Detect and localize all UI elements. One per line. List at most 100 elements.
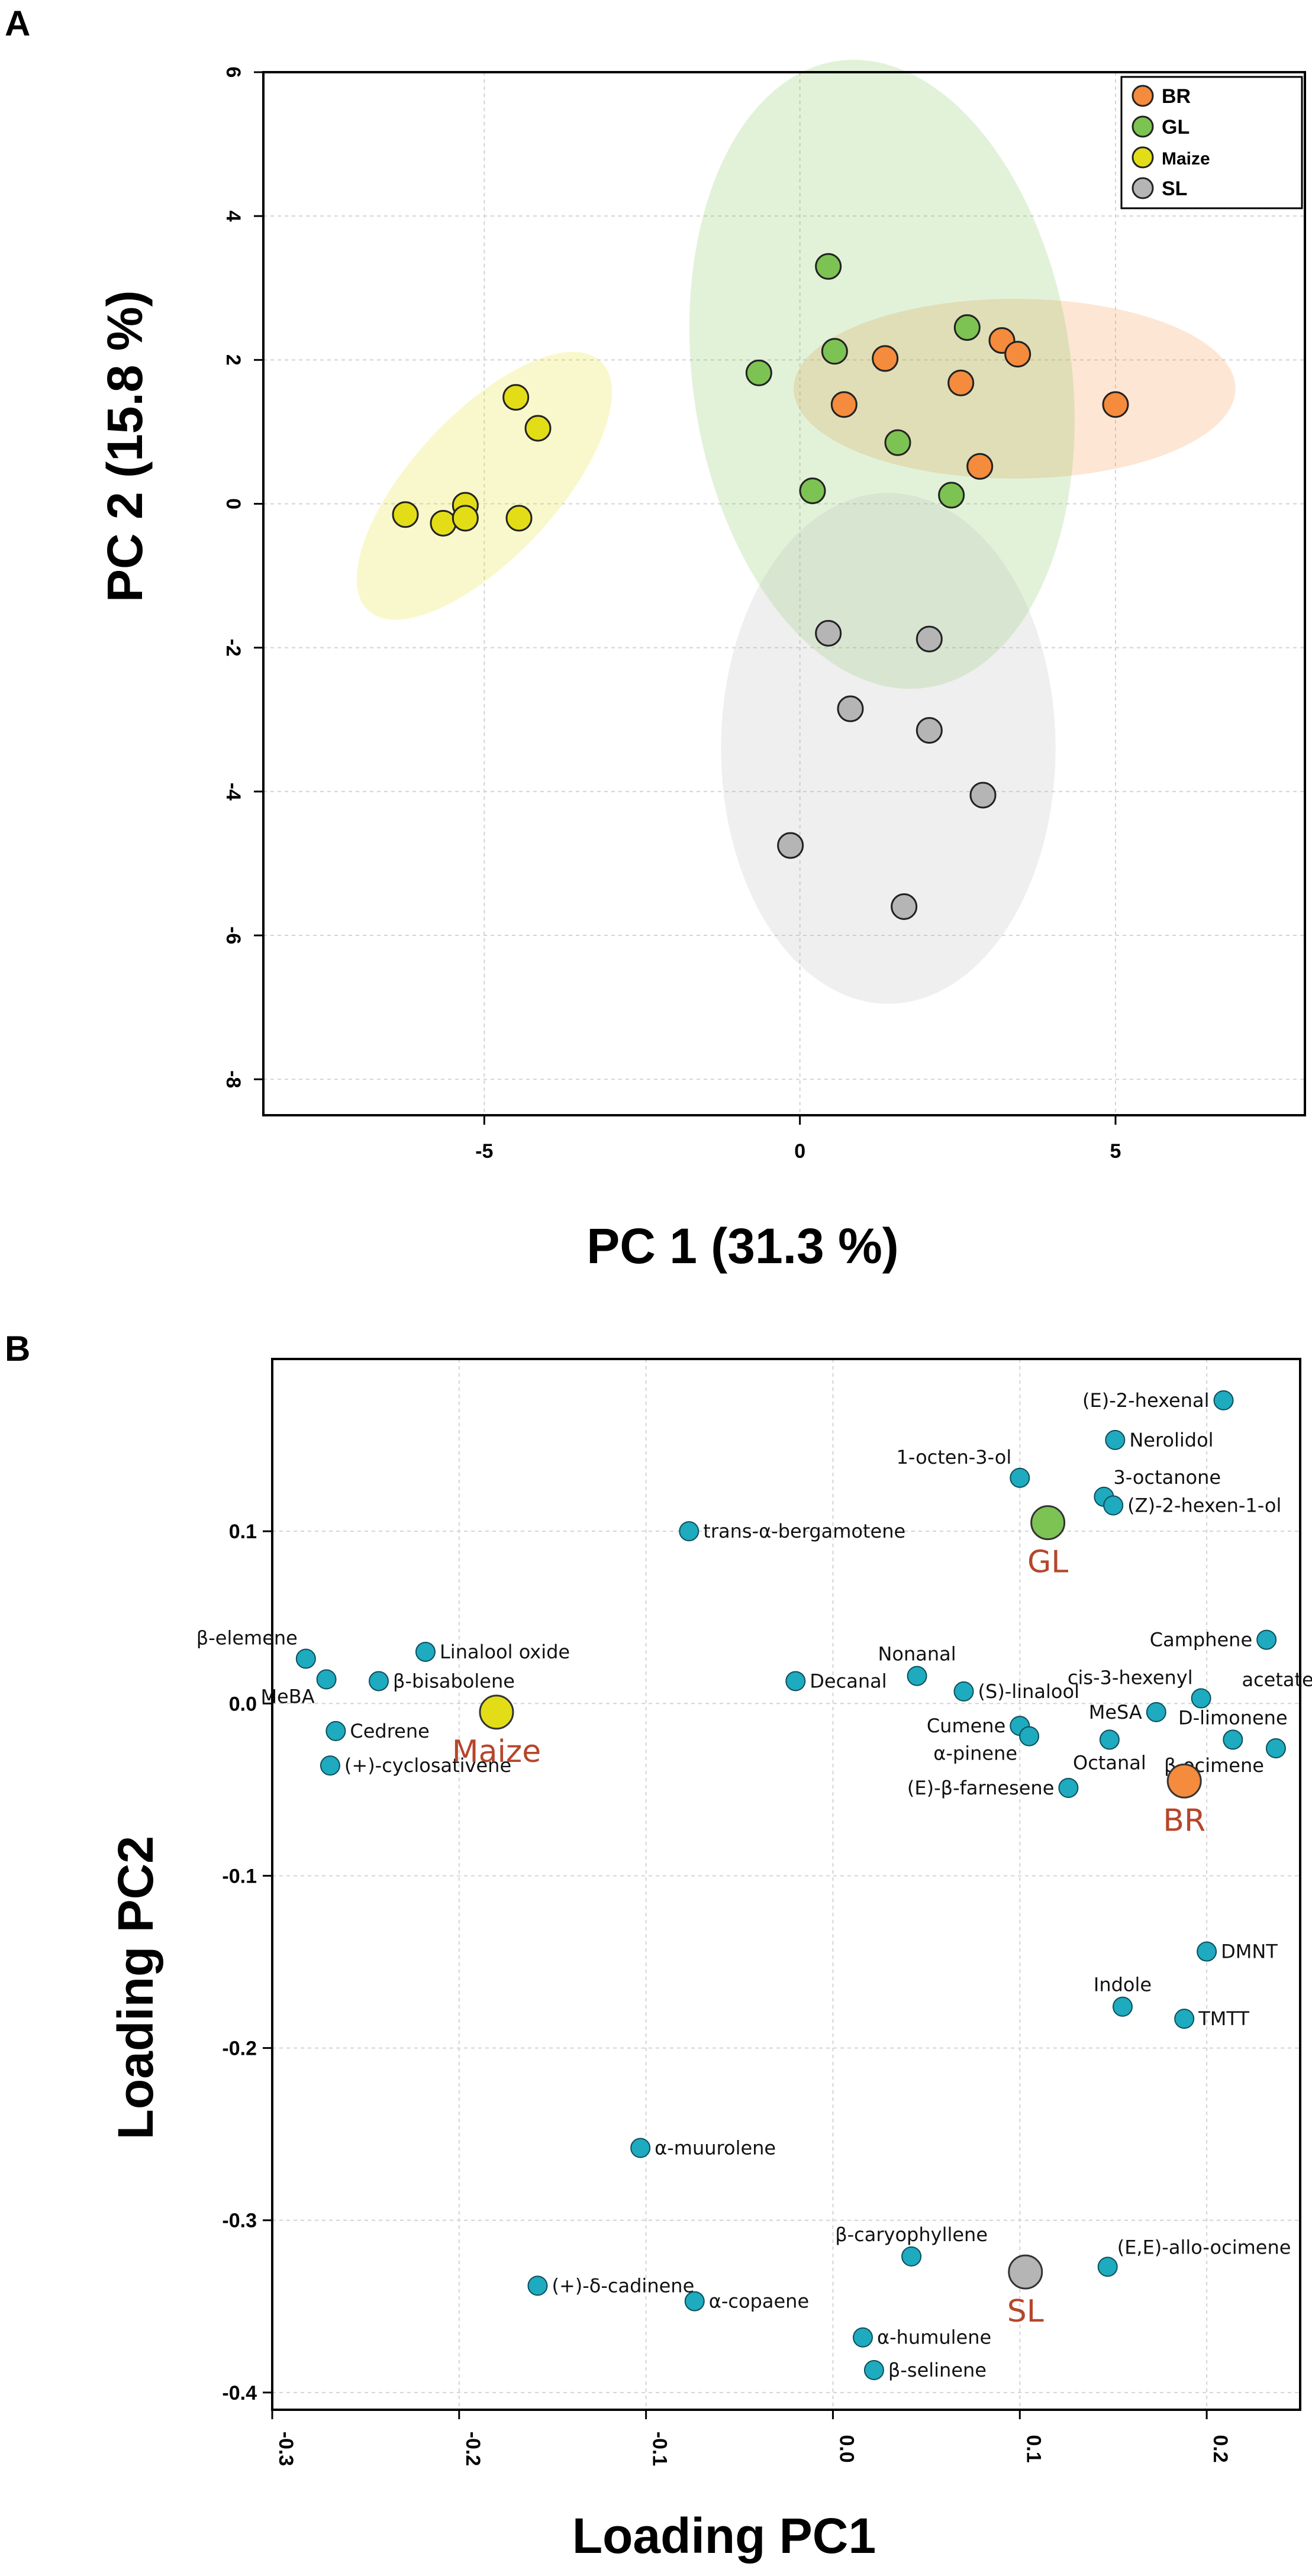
loading-point — [907, 1665, 927, 1686]
score-point-br — [1102, 391, 1129, 418]
legend-marker-maize — [1132, 146, 1154, 169]
score-point-maize — [524, 415, 552, 442]
y-tick-label: 0.0 — [229, 1693, 257, 1715]
x-tick-label: 0 — [794, 1140, 805, 1163]
y-tick-label: -8 — [222, 1070, 244, 1088]
loading-point — [953, 1681, 974, 1702]
loading-label: acetate — [1242, 1668, 1312, 1691]
group-marker-br — [1166, 1763, 1202, 1799]
loading-label: trans-α-bergamotene — [703, 1520, 905, 1542]
loading-label: Octanal — [1073, 1751, 1146, 1774]
score-point-maize — [505, 505, 533, 532]
x-axis-title: Loading PC1 — [572, 2508, 876, 2564]
loading-point — [1223, 1729, 1243, 1750]
score-point-maize — [430, 509, 457, 537]
group-marker-gl — [1030, 1505, 1066, 1541]
score-point-br — [872, 345, 899, 372]
loading-label: (E)-2-hexenal — [1082, 1389, 1209, 1412]
loading-point — [325, 1720, 346, 1741]
loading-label: α-humulene — [877, 2326, 991, 2349]
y-tick-label: -0.3 — [222, 2210, 257, 2232]
loading-label: Nonanal — [878, 1643, 956, 1665]
x-axis-title: PC 1 (31.3 %) — [586, 1218, 899, 1274]
loading-label: cis-3-hexenyl — [1068, 1667, 1193, 1689]
loading-point — [415, 1641, 436, 1662]
score-point-sl — [916, 625, 943, 653]
y-tick-label: 2 — [222, 354, 244, 366]
loading-point — [1058, 1777, 1079, 1798]
loading-point — [1174, 2009, 1195, 2029]
loading-point — [684, 2291, 705, 2312]
legend-marker-br — [1132, 85, 1154, 107]
score-point-maize — [452, 505, 479, 532]
legend-marker-sl — [1132, 177, 1154, 199]
loading-point — [295, 1648, 316, 1669]
loading-point — [1112, 1996, 1133, 2017]
loading-label: Decanal — [810, 1670, 887, 1692]
loading-label: 1-octen-3-ol — [897, 1446, 1012, 1468]
legend-label-maize: Maize — [1162, 149, 1210, 169]
loading-label: Nerolidol — [1129, 1429, 1213, 1451]
loading-point — [1213, 1390, 1234, 1410]
loading-point — [1010, 1467, 1030, 1488]
y-axis-title: Loading PC2 — [108, 1836, 163, 2139]
loading-label: MeBA — [260, 1686, 314, 1708]
legend-label-br: BR — [1162, 85, 1191, 108]
score-point-br — [1004, 341, 1031, 368]
loading-label: Indole — [1094, 1974, 1152, 1996]
loading-point — [1265, 1738, 1286, 1758]
loading-label: D-limonene — [1178, 1706, 1288, 1729]
confidence-ellipse-gl — [689, 60, 1075, 689]
y-tick-label: -6 — [222, 927, 244, 944]
loading-point — [901, 2246, 922, 2267]
loading-label: β-elemene — [196, 1627, 298, 1649]
loading-label: (Z)-2-hexen-1-ol — [1127, 1494, 1281, 1516]
loading-label: (E,E)-allo-ocimene — [1117, 2236, 1291, 2258]
loading-point — [785, 1671, 806, 1691]
y-tick-label: 0 — [222, 498, 244, 509]
x-tick-label: -0.3 — [275, 2432, 297, 2467]
y-tick-label: -0.4 — [222, 2382, 257, 2404]
loading-point — [320, 1755, 340, 1776]
score-point-gl — [821, 338, 848, 365]
x-tick-label: -0.1 — [649, 2432, 671, 2467]
confidence-ellipse-sl — [721, 493, 1056, 1004]
y-tick-label: 0.1 — [229, 1521, 257, 1543]
loading-point — [1191, 1688, 1211, 1709]
y-tick-label: 4 — [222, 211, 244, 222]
loading-point — [1097, 2257, 1118, 2277]
group-marker-maize — [479, 1694, 514, 1730]
score-point-sl — [837, 695, 864, 722]
x-tick-label: 0.1 — [1022, 2435, 1045, 2462]
x-tick-label: -5 — [475, 1140, 493, 1163]
group-label-maize: Maize — [452, 1734, 541, 1770]
score-point-sl — [815, 619, 842, 647]
panel-label-a: A — [5, 4, 30, 43]
y-tick-label: -0.1 — [222, 1865, 257, 1887]
score-point-br — [947, 369, 975, 396]
score-point-maize — [502, 384, 530, 411]
loading-point — [679, 1521, 699, 1542]
x-tick-label: 0.2 — [1209, 2435, 1232, 2462]
legend-marker-gl — [1132, 115, 1154, 138]
loading-label: DMNT — [1221, 1941, 1278, 1963]
score-point-sl — [969, 782, 997, 809]
score-point-gl — [745, 359, 772, 386]
loading-label: TMTT — [1198, 2007, 1249, 2030]
y-tick-label: -4 — [222, 783, 244, 800]
loading-label: β-caryophyllene — [835, 2223, 988, 2246]
pca-score-plot: -5 0 5 6 4 2 0 -2 -4 -6 -8 PC 1 (31.3 %) PC 2 (15.8 … — [97, 60, 1306, 1274]
loading-point — [852, 2327, 873, 2348]
score-point-gl — [938, 482, 965, 509]
pca-loading-plot: -0.3 -0.2 -0.1 0.0 0.1 0.2 0.1 0.0 -0.1 -0.2 -0.3 -… — [108, 1358, 1312, 2564]
loading-label: α-muurolene — [655, 2136, 776, 2159]
group-label-gl: GL — [1027, 1545, 1068, 1580]
loading-point — [1105, 1429, 1126, 1450]
loading-label: (+)-cyclosativene — [344, 1754, 511, 1777]
score-point-sl — [916, 717, 943, 744]
loading-point — [1256, 1629, 1277, 1650]
loading-point — [1099, 1729, 1120, 1750]
score-point-br — [966, 453, 994, 480]
y-tick-label: 6 — [222, 67, 244, 78]
